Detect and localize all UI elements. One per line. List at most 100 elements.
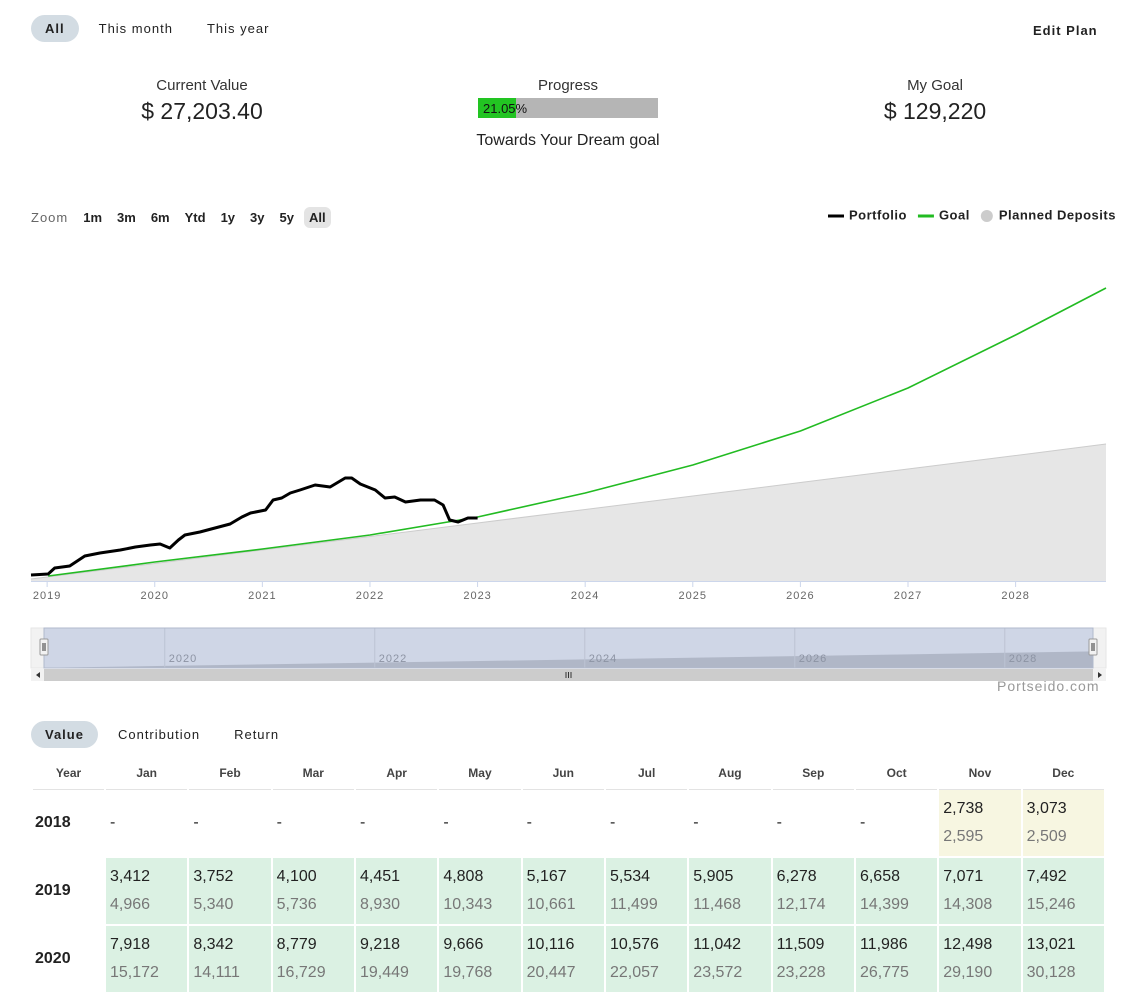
- cell-value: 2,738: [943, 800, 984, 817]
- cell-contribution: 2,509: [1026, 828, 1067, 845]
- value-cell: 4,808 10,343: [437, 856, 523, 926]
- cell-value: 4,100: [276, 868, 317, 885]
- table-tab[interactable]: Value: [31, 721, 98, 748]
- cell-value: 9,218: [359, 936, 401, 953]
- navigator-handle[interactable]: [39, 638, 49, 656]
- value-cell: 4,100 5,736: [270, 856, 356, 926]
- cell-contribution: 8,930: [359, 896, 401, 913]
- cell-contribution: 20,447: [526, 964, 576, 981]
- cell-value: 7,071: [943, 868, 984, 885]
- zoom-button[interactable]: 3m: [117, 210, 136, 225]
- cell-value: 9,666: [443, 936, 484, 953]
- cell-value: 5,167: [526, 868, 567, 885]
- empty-cell: -: [603, 789, 690, 858]
- zoom-button[interactable]: 3y: [250, 210, 265, 225]
- scroll-arrow-left[interactable]: [36, 672, 40, 678]
- legend-marker: [980, 210, 993, 222]
- navigator-tick-label: 2020: [169, 653, 197, 665]
- value-cell: 13,021 30,128: [1020, 924, 1107, 994]
- cell-contribution: 26,775: [859, 964, 909, 981]
- cell-contribution: 22,057: [609, 964, 659, 981]
- cell-value: 10,116: [526, 936, 575, 953]
- zoom-label: Zoom: [31, 210, 69, 225]
- cell-contribution: 14,308: [943, 896, 993, 913]
- legend-label[interactable]: Planned Deposits: [999, 207, 1116, 222]
- period-tab[interactable]: All: [31, 15, 79, 42]
- navigator-area: [44, 651, 1093, 668]
- value-cell: 6,278 12,174: [770, 856, 856, 926]
- series-line: [30, 476, 478, 577]
- cell-contribution: 5,340: [193, 896, 234, 913]
- zoom-button[interactable]: All: [303, 207, 331, 228]
- table-row: 2018- - - - - - - - - -2,738 2,595 3,073 2,509: [31, 789, 1107, 858]
- x-tick-label: 2019: [33, 590, 61, 602]
- empty-cell: -: [770, 789, 856, 858]
- empty-cell: -: [187, 789, 273, 858]
- cell-value: 3,073: [1026, 800, 1067, 817]
- period-tabs: All This month This year: [31, 15, 283, 42]
- zoom-button[interactable]: 1y: [220, 210, 236, 225]
- x-tick-label: 2026: [786, 590, 814, 602]
- x-tick-label: 2020: [141, 590, 169, 602]
- cell-contribution: 19,449: [359, 964, 409, 981]
- cell-value: 7,492: [1026, 868, 1067, 885]
- legend-label[interactable]: Portfolio: [849, 207, 907, 222]
- table-row: 2019 3,412 4,966 3,752 5,340 4,100 5,736 4,451 8…: [31, 856, 1107, 926]
- table-tab[interactable]: Contribution: [117, 727, 201, 742]
- zoom-button[interactable]: Ytd: [184, 210, 206, 225]
- cell-value: 8,342: [193, 936, 234, 953]
- zoom-button[interactable]: 5y: [279, 210, 294, 225]
- navigator-mask: [43, 627, 1094, 669]
- year-cell: 2020: [31, 924, 106, 994]
- legend-label[interactable]: Goal: [939, 207, 970, 222]
- value-cell: 7,492 15,246: [1020, 856, 1107, 926]
- current-value: Current Value $ 27,203.40: [72, 77, 332, 125]
- scroll-arrow-right[interactable]: [1098, 672, 1102, 678]
- edit-plan-button[interactable]: Edit Plan: [1033, 23, 1098, 38]
- deposits-edge: [30, 443, 1107, 580]
- cell-value: 4,808: [443, 868, 484, 885]
- cell-value: 13,021: [1026, 936, 1076, 953]
- value-cell: 2,738 2,595: [937, 789, 1023, 858]
- cell-contribution: 2,595: [943, 828, 984, 845]
- column-header: Oct: [854, 756, 939, 790]
- column-header: Year: [32, 756, 105, 790]
- column-header: May: [438, 756, 522, 790]
- cell-contribution: 10,343: [443, 896, 493, 913]
- period-tab[interactable]: This year: [206, 21, 270, 36]
- value-cell: 7,071 14,308: [937, 856, 1023, 926]
- value-cell: 5,534 11,499: [603, 856, 690, 926]
- progress-fill: [478, 98, 516, 118]
- cell-contribution: 23,572: [693, 964, 743, 981]
- zoom-bar: Zoom 1m 3m 6m Ytd 1y 3y 5y All: [31, 207, 336, 228]
- cell-contribution: 30,128: [1026, 964, 1076, 981]
- cell-value: 3,412: [110, 868, 151, 885]
- navigator-handle[interactable]: [1088, 638, 1098, 656]
- label: My Goal: [907, 77, 963, 94]
- cell-value: 8,779: [276, 936, 317, 953]
- cell-contribution: 5,736: [276, 896, 317, 913]
- empty-cell: -: [853, 789, 940, 858]
- credit: Portseido.com: [997, 678, 1100, 694]
- value-cell: 9,218 19,449: [353, 924, 440, 994]
- label: Current Value: [156, 77, 248, 94]
- x-tick-label: 2024: [571, 590, 599, 602]
- cell-contribution: 11,468: [693, 896, 742, 913]
- cell-contribution: 19,768: [443, 964, 493, 981]
- x-tick-label: 2027: [894, 590, 922, 602]
- progress-track: 21.05%: [478, 98, 658, 118]
- value-cell: 10,576 22,057: [603, 924, 690, 994]
- caption: Towards Your Dream goal: [476, 132, 660, 149]
- value: $ 129,220: [883, 98, 987, 124]
- scroll-grip: [565, 672, 572, 678]
- cell-contribution: 16,729: [276, 964, 326, 981]
- cell-contribution: 15,172: [110, 964, 159, 981]
- zoom-button[interactable]: 6m: [150, 210, 170, 225]
- empty-cell: -: [353, 789, 440, 858]
- period-tab[interactable]: This month: [98, 21, 173, 36]
- table-tab[interactable]: Return: [234, 727, 280, 742]
- cell-value: 4,451: [359, 868, 401, 885]
- zoom-button[interactable]: 1m: [83, 210, 103, 225]
- x-tick-label: 2021: [248, 590, 276, 602]
